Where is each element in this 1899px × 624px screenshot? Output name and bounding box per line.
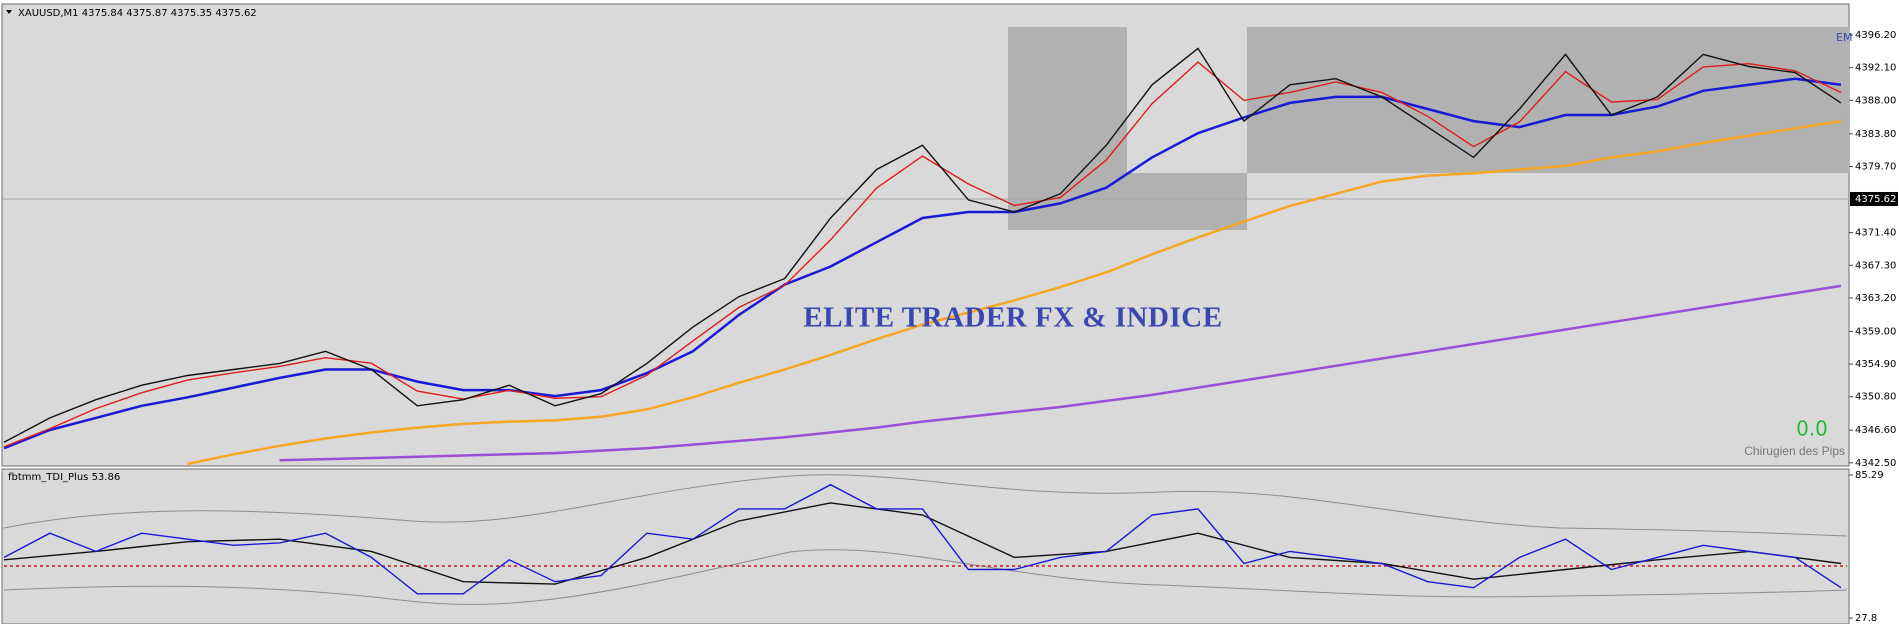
series-line [3,61,1842,448]
indicator-panel [1,468,1850,624]
series-line [3,483,1842,595]
annotation: EM [1836,31,1852,44]
y-tick-label: 4371.40 [1855,228,1896,239]
y-tick-label: 4354.90 [1855,359,1896,370]
y-tick-label: 4342.50 [1855,458,1896,469]
current-price-label: 4375.62 [1855,194,1896,205]
zone-box [1247,27,1849,173]
annotation: 0.0 [1796,417,1828,441]
y-tick-label: 4346.60 [1855,425,1896,436]
y-tick-label: 4363.20 [1855,293,1896,304]
current-price-badge [1850,191,1898,206]
zone-box [1008,173,1247,230]
y-tick-label: 4388.00 [1855,95,1896,106]
indicator-header: fbtmm_TDI_Plus 53.86 [8,472,120,483]
y-tick-label: 4383.80 [1855,129,1896,140]
annotation: Chirugien des Pips [1744,444,1845,458]
y-tick-label: 4396.20 [1855,30,1896,41]
series-line [3,77,1842,450]
series-line [3,502,1842,585]
y-tick-label: 4379.70 [1855,161,1896,172]
y-tick-label: 85.29 [1855,470,1884,481]
y-tick-label: 27.8 [1855,613,1877,624]
series-line [279,284,1842,462]
y-tick-label: 4359.00 [1855,326,1896,337]
collapse-arrow [6,10,12,14]
y-tick-label: 4392.10 [1855,63,1896,74]
series-line [3,47,1842,443]
series-line [187,119,1842,466]
y-tick-label: 4350.80 [1855,392,1896,403]
y-tick-label: 4367.30 [1855,260,1896,271]
annotation: ELITE TRADER FX & INDICE [803,302,1222,334]
symbol-header: XAUUSD,M1 4375.84 4375.87 4375.35 4375.6… [18,8,257,19]
zone-box [1008,27,1127,173]
band-lower [3,549,1848,605]
band-upper [3,474,1848,537]
